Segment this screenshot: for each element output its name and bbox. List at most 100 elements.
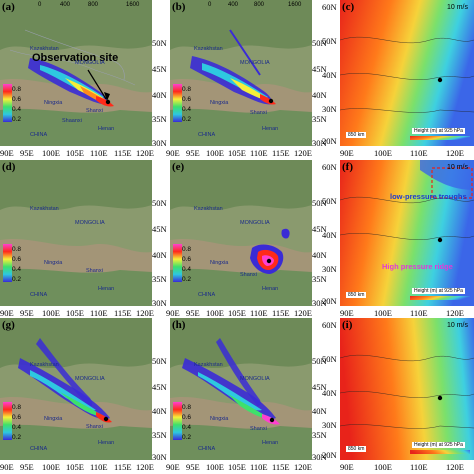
x-tick-e: 105E [228, 308, 246, 318]
x-tick-g: 90E [0, 462, 14, 472]
y-tick-a: 45N [152, 64, 167, 74]
label-kazakhstan: Kazakhstan [194, 46, 223, 52]
y-tick-f: 50N [322, 196, 337, 206]
x-tick-i: 90E [340, 462, 354, 472]
y-tick-c: 60N [322, 2, 337, 12]
footprint-map-d [0, 160, 152, 306]
x-tick-a: 100E [42, 148, 60, 158]
y-tick-b: 35N [312, 114, 327, 124]
scale-label: 850 km [346, 132, 367, 138]
x-tick-b: 115E [272, 148, 290, 158]
footprint-map-h [170, 318, 312, 460]
x-tick-a: 105E [66, 148, 84, 158]
colorbar-tick: 0.8 [12, 404, 22, 411]
panel-h: (h) Kazakhstan MONGOLIA Ningxia Shanxi H… [170, 318, 312, 460]
label-china: CHINA [30, 292, 48, 298]
y-tick-a: 35N [152, 114, 167, 124]
y-tick-c: 30N [322, 104, 337, 114]
scale-tick-800: 800 [88, 2, 99, 8]
scale-tick-0: 0 [38, 2, 42, 8]
x-tick-f: 120E [446, 308, 464, 318]
x-tick-b: 120E [294, 148, 312, 158]
x-tick-a: 120E [136, 148, 154, 158]
colorbar-tick: 0.2 [182, 434, 192, 441]
height-label: Height (m) at 925 hPa [412, 128, 465, 134]
footprint-map-g [0, 318, 152, 460]
y-tick-i: 40N [322, 388, 337, 398]
y-tick-c: 50N [322, 36, 337, 46]
x-tick-e: 90E [166, 308, 180, 318]
scale-tick-1600: 1600 [126, 2, 140, 8]
x-tick-g: 110E [90, 462, 108, 472]
y-tick-g: 50N [152, 356, 167, 366]
x-tick-g: 115E [114, 462, 132, 472]
x-tick-g: 105E [66, 462, 84, 472]
x-tick-d: 115E [114, 308, 132, 318]
y-tick-i: 30N [322, 420, 337, 430]
panel-c: (c) 10 m/s Height (m) at 925 hPa 850 km [340, 0, 474, 146]
y-tick-g: 35N [152, 430, 167, 440]
label-china: CHINA [30, 132, 48, 138]
x-tick-f: 90E [340, 308, 354, 318]
y-tick-e: 50N [312, 198, 327, 208]
label-china: CHINA [30, 446, 48, 452]
label-ningxia: Ningxia [210, 260, 229, 266]
x-tick-d: 120E [136, 308, 154, 318]
y-tick-f: 40N [322, 230, 337, 240]
label-shaanxi: Shaanxi [62, 118, 82, 124]
panel-label: (g) [2, 319, 15, 331]
colorbar-tick: 0.4 [182, 266, 192, 273]
synoptic-map-c [340, 0, 474, 146]
label-mongolia: MONGOLIA [75, 60, 105, 66]
y-tick-e: 40N [312, 250, 327, 260]
footprint-map-e [170, 160, 312, 306]
x-tick-e: 115E [272, 308, 290, 318]
x-tick-e: 120E [294, 308, 312, 318]
colorbar-tick: 0.6 [12, 414, 22, 421]
x-tick-g: 120E [136, 462, 154, 472]
wind-reference: 10 m/s [446, 164, 468, 171]
label-shanxi: Shanxi [250, 110, 267, 116]
y-tick-a: 50N [152, 38, 167, 48]
panel-i: (i) 10 m/s Height (m) at 925 hPa 850 km [340, 318, 474, 460]
x-tick-c: 90E [340, 148, 354, 158]
x-tick-c: 120E [446, 148, 464, 158]
label-ningxia: Ningxia [210, 416, 229, 422]
high-pressure-label: High pressure ridge [382, 262, 453, 271]
colorbar-tick: 0.6 [182, 414, 192, 421]
label-ningxia: Ningxia [44, 100, 63, 106]
label-henan: Henan [262, 286, 279, 292]
x-tick-b: 90E [166, 148, 180, 158]
y-tick-a: 40N [152, 90, 167, 100]
x-tick-e: 110E [250, 308, 268, 318]
y-tick-h: 40N [312, 406, 327, 416]
x-tick-b: 105E [228, 148, 246, 158]
colorbar-tick: 0.8 [12, 246, 22, 253]
x-tick-h: 115E [272, 462, 290, 472]
panel-f: (f) 10 m/s low-pressure troughs High pre… [340, 160, 474, 306]
colorbar-tick: 0.4 [12, 266, 22, 273]
colorbar-tick: 0.8 [182, 404, 192, 411]
y-tick-i: 60N [322, 320, 337, 330]
x-tick-i: 110E [410, 462, 428, 472]
colorbar-tick: 0.2 [12, 276, 22, 283]
x-tick-a: 110E [90, 148, 108, 158]
x-tick-b: 100E [206, 148, 224, 158]
colorbar-tick: 0.4 [182, 424, 192, 431]
y-tick-e: 35N [312, 274, 327, 284]
footprint-map-a [0, 0, 152, 146]
y-tick-b: 40N [312, 90, 327, 100]
panel-label: (h) [172, 319, 186, 331]
x-tick-d: 90E [0, 308, 14, 318]
y-tick-d: 45N [152, 224, 167, 234]
x-tick-a: 95E [20, 148, 34, 158]
x-tick-f: 110E [410, 308, 428, 318]
x-tick-d: 110E [90, 308, 108, 318]
y-tick-e: 30N [312, 298, 327, 308]
colorbar-tick: 0.8 [182, 246, 192, 253]
y-tick-b: 50N [312, 38, 327, 48]
x-tick-h: 110E [250, 462, 268, 472]
panel-g: (g) Kazakhstan MONGOLIA Ningxia Shanxi H… [0, 318, 152, 460]
y-tick-g: 30N [152, 452, 167, 462]
x-tick-d: 95E [20, 308, 34, 318]
